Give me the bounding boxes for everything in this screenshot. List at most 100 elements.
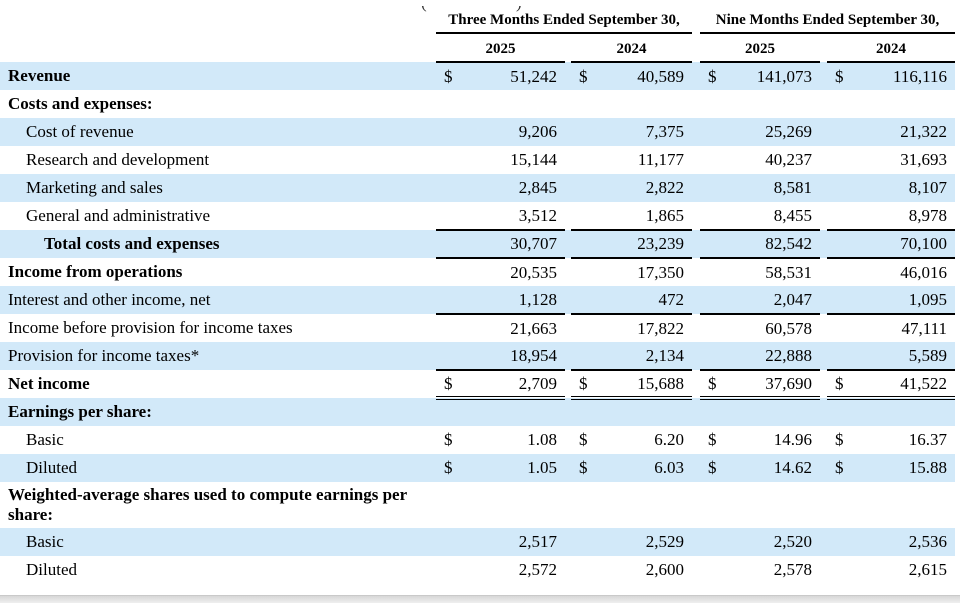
group-gap xyxy=(692,370,700,398)
value-text: 9,206 xyxy=(518,122,557,141)
row-label: General and administrative xyxy=(26,206,211,225)
value-text: 82,542 xyxy=(765,234,813,253)
value-cell xyxy=(571,90,692,118)
value-text: 15.88 xyxy=(908,458,948,477)
column-gap xyxy=(820,370,827,398)
value-wrap: 70,100 xyxy=(827,234,955,254)
value-text: 8,107 xyxy=(908,178,948,197)
value-wrap: 17,822 xyxy=(571,319,692,339)
value-wrap: 8,107 xyxy=(827,178,955,198)
value-wrap: 2,520 xyxy=(700,532,820,552)
column-gap xyxy=(820,90,827,118)
value-wrap: 1,128 xyxy=(436,290,565,310)
table-row: General and administrative 3,512 1,865 8,45… xyxy=(0,202,956,231)
value-wrap: $15.88 xyxy=(827,458,955,478)
column-gap xyxy=(820,454,827,482)
value-text: 7,375 xyxy=(645,122,685,141)
table-row: Basic 2,517 2,529 2,520 2,536 xyxy=(0,528,956,556)
currency-symbol: $ xyxy=(835,66,844,86)
value-wrap: 3,512 xyxy=(436,206,565,226)
value-text: 15,688 xyxy=(637,373,685,393)
value-text: 2,529 xyxy=(645,532,685,551)
value-text: 5,589 xyxy=(908,345,948,365)
value-cell xyxy=(827,398,955,426)
value-text: 6.03 xyxy=(654,458,685,477)
group-gap xyxy=(692,482,700,528)
currency-symbol: $ xyxy=(708,430,717,449)
value-wrap: 17,350 xyxy=(571,263,692,283)
value-cell: 2,578 xyxy=(700,556,820,584)
value-wrap: $15,688 xyxy=(571,374,692,394)
value-wrap: 20,535 xyxy=(436,263,565,283)
row-label: Revenue xyxy=(8,66,71,85)
value-cell: $6.03 xyxy=(571,454,692,482)
group-gap xyxy=(692,118,700,146)
value-cell: 2,600 xyxy=(571,556,692,584)
value-wrap: $1.05 xyxy=(436,458,565,478)
column-gap xyxy=(820,286,827,314)
value-wrap: 40,237 xyxy=(700,150,820,170)
value-cell: 22,888 xyxy=(700,342,821,371)
value-cell: 1,095 xyxy=(827,286,956,315)
value-text: 37,690 xyxy=(765,373,813,393)
value-text: 18,954 xyxy=(510,345,557,365)
year-header-9m-2024: 2024 xyxy=(827,33,956,63)
value-wrap: 22,888 xyxy=(700,346,820,366)
value-cell: 46,016 xyxy=(827,258,955,286)
value-cell: 2,520 xyxy=(700,528,820,556)
value-cell: 31,693 xyxy=(827,146,955,174)
group-gap xyxy=(692,314,700,342)
group-gap xyxy=(692,556,700,584)
group-gap xyxy=(692,528,700,556)
value-cell: 60,578 xyxy=(700,314,820,342)
value-cell: 2,047 xyxy=(700,286,821,315)
value-cell: 2,536 xyxy=(827,528,955,556)
value-wrap: 18,954 xyxy=(436,346,565,366)
row-label: Basic xyxy=(26,430,64,449)
column-gap xyxy=(820,556,827,584)
value-cell: 8,581 xyxy=(700,174,820,202)
value-cell: $37,690 xyxy=(700,370,821,400)
value-cell: $1.05 xyxy=(436,454,565,482)
currency-symbol: $ xyxy=(444,66,453,86)
column-gap xyxy=(820,62,827,90)
value-wrap: 2,517 xyxy=(436,532,565,552)
value-cell: 3,512 xyxy=(436,202,565,231)
period-header-three-months: Three Months Ended September 30, xyxy=(436,6,693,34)
value-cell: $40,589 xyxy=(571,62,692,90)
value-cell xyxy=(700,90,820,118)
currency-symbol: $ xyxy=(835,430,844,449)
value-wrap: 58,531 xyxy=(700,263,820,283)
value-wrap: 2,615 xyxy=(827,560,955,580)
value-cell: 17,822 xyxy=(571,314,692,342)
value-text: 41,522 xyxy=(900,373,948,393)
value-cell xyxy=(700,398,820,426)
value-cell: 70,100 xyxy=(827,230,956,259)
table-row: Diluted $1.05 $6.03 $14.62 $15.88 xyxy=(0,454,956,482)
group-gap xyxy=(692,174,700,202)
currency-symbol: $ xyxy=(835,373,844,393)
value-text: 2,615 xyxy=(908,560,948,579)
row-label: Cost of revenue xyxy=(26,122,134,141)
value-text: 2,520 xyxy=(773,532,813,551)
row-label: Interest and other income, net xyxy=(8,290,211,309)
value-cell: 30,707 xyxy=(436,230,565,259)
row-label: Diluted xyxy=(26,560,77,579)
clipped-note-fragment: ( ) xyxy=(0,6,960,12)
value-text: 2,600 xyxy=(645,560,685,579)
value-text: 2,536 xyxy=(908,532,948,551)
value-cell: 8,978 xyxy=(827,202,956,231)
value-text: 1.05 xyxy=(527,458,557,477)
value-text: 141,073 xyxy=(756,66,813,86)
group-gap xyxy=(692,33,700,62)
value-cell: $41,522 xyxy=(827,370,956,400)
value-cell xyxy=(436,482,565,528)
value-text: 2,578 xyxy=(773,560,813,579)
value-cell: 21,322 xyxy=(827,118,955,146)
value-wrap: 21,663 xyxy=(436,319,565,339)
value-cell: 8,455 xyxy=(700,202,821,231)
value-cell xyxy=(436,398,565,426)
value-wrap: 25,269 xyxy=(700,122,820,142)
value-text: 70,100 xyxy=(900,234,948,253)
value-wrap: 2,134 xyxy=(571,346,692,366)
